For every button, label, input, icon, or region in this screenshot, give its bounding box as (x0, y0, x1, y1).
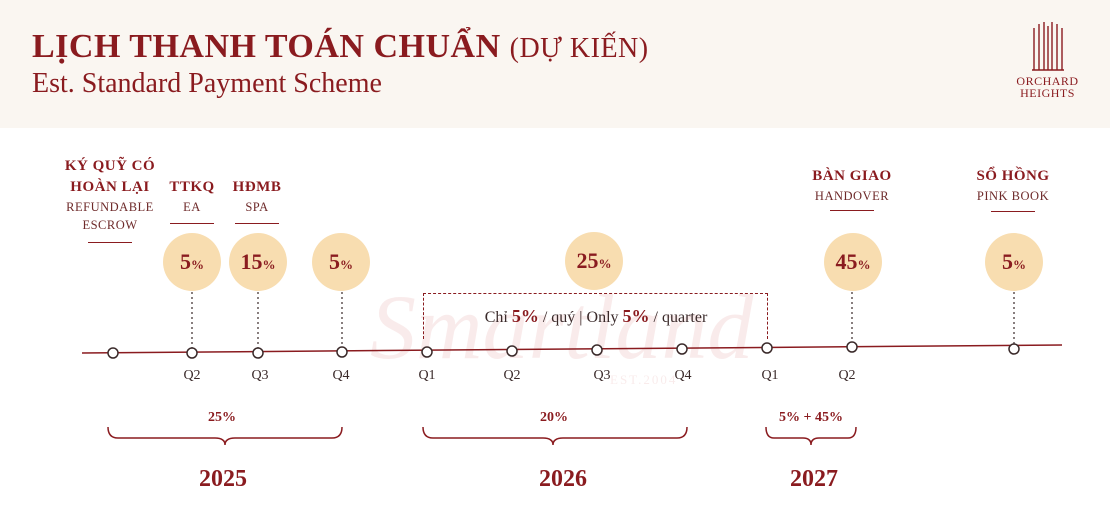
quarter-label: Q3 (251, 368, 269, 383)
payment-bubble-2026: 25% (565, 232, 623, 290)
quarterly-note-pct2: 5% (622, 306, 650, 326)
timeline-node-q4-2026 (676, 343, 688, 355)
quarterly-note-suffix: / quarter (649, 309, 708, 326)
timeline-node-q1-2027 (761, 342, 773, 354)
payment-unit: % (191, 257, 204, 272)
timeline-node-q2-2025 (186, 347, 198, 359)
title-suffix: (DỰ KIẾN) (509, 33, 649, 64)
quarterly-note-prefix: Chỉ (484, 309, 512, 326)
milestone-spa-sub: SPA (245, 200, 269, 214)
brace-2027 (765, 426, 857, 446)
payment-value: 45 (835, 249, 858, 274)
year-total-2026: 20% (540, 410, 568, 425)
brand-logo: ORCHARD HEIGHTS (1010, 22, 1085, 99)
brand-name-line1: ORCHARD (1016, 74, 1079, 88)
quarter-label: Q1 (761, 368, 779, 383)
milestone-ea: TTKQ EA (169, 177, 214, 216)
milestone-handover-rule (830, 210, 874, 211)
timeline-axis (81, 344, 1063, 354)
quarter-label: Q3 (593, 368, 611, 383)
year-total-2027: 5% + 45% (779, 410, 843, 425)
year-label-2025: 2025 (199, 466, 247, 492)
timeline-node-escrow (107, 347, 119, 359)
quarterly-note: Chỉ 5% / quý | Only 5% / quarter (423, 306, 769, 327)
year-label-2027: 2027 (790, 466, 838, 492)
milestone-escrow: KÝ QUỸ CÓ HOÀN LẠI REFUNDABLE ESCROW (65, 156, 155, 234)
payment-unit: % (598, 256, 612, 271)
payment-unit: % (340, 257, 353, 272)
milestone-escrow-title-1: KÝ QUỸ CÓ (64, 158, 156, 174)
milestone-pinkbook: SỔ HỒNG PINK BOOK (976, 166, 1049, 205)
quarter-label: Q4 (674, 368, 692, 383)
milestone-handover-sub: HANDOVER (814, 189, 890, 203)
timeline-node-q2-2027 (846, 341, 858, 353)
year-label-2026: 2026 (539, 466, 587, 492)
payment-unit: % (857, 257, 871, 272)
milestone-escrow-title-2: HOÀN LẠI (70, 179, 150, 195)
payment-bubble-handover: 45% (824, 233, 882, 291)
quarter-label: Q1 (418, 368, 436, 383)
milestone-spa-rule (235, 223, 279, 224)
milestone-ea-rule (170, 223, 214, 224)
quarter-label: Q4 (332, 368, 350, 383)
brand-name-line2: HEIGHTS (1020, 86, 1075, 100)
page-title: LỊCH THANH TOÁN CHUẨN (DỰ KIẾN) (32, 28, 649, 66)
milestone-pinkbook-sub: PINK BOOK (976, 189, 1050, 203)
brace-2026 (422, 426, 688, 446)
quarter-label: Q2 (183, 368, 201, 383)
timeline-node-q2-2026 (506, 345, 518, 357)
milestone-pinkbook-rule (991, 211, 1035, 212)
milestone-spa: HĐMB SPA (233, 177, 282, 216)
payment-value: 5 (180, 249, 191, 274)
quarterly-note-pct1: 5% (511, 306, 539, 326)
milestone-ea-title: TTKQ (169, 179, 215, 195)
page-subtitle: Est. Standard Payment Scheme (32, 68, 382, 99)
year-total-2025: 25% (208, 410, 236, 425)
payment-bubble-q4-2025: 5% (312, 233, 370, 291)
payment-value: 5 (1002, 249, 1013, 274)
brace-2025 (107, 426, 343, 446)
milestone-handover-title: BÀN GIAO (812, 168, 892, 184)
milestone-escrow-sub-1: REFUNDABLE (66, 200, 154, 214)
payment-bubble-pinkbook: 5% (985, 233, 1043, 291)
timeline-node-pinkbook (1008, 343, 1020, 355)
milestone-spa-title: HĐMB (232, 179, 282, 195)
quarterly-note-middle: / quý | Only (538, 309, 623, 326)
payment-bubble-spa: 15% (229, 233, 287, 291)
orchard-heights-logo-icon (1031, 22, 1064, 71)
payment-unit: % (262, 257, 276, 272)
quarterly-box (423, 293, 768, 339)
quarter-label: Q2 (503, 368, 521, 383)
timeline-node-q3-2026 (591, 344, 603, 356)
milestone-escrow-rule (88, 242, 132, 243)
milestone-handover: BÀN GIAO HANDOVER (812, 166, 891, 205)
quarter-label: Q2 (838, 368, 856, 383)
payment-bubble-ea: 5% (163, 233, 221, 291)
payment-value: 5 (329, 249, 340, 274)
header-band (0, 0, 1110, 128)
milestone-pinkbook-title: SỔ HỒNG (976, 168, 1050, 184)
payment-value: 25 (576, 248, 599, 273)
payment-value: 15 (240, 249, 263, 274)
timeline-node-q3-2025 (252, 347, 264, 359)
title-text: LỊCH THANH TOÁN CHUẨN (32, 28, 501, 65)
payment-unit: % (1013, 257, 1026, 272)
timeline-node-q4-2025 (336, 346, 348, 358)
milestone-escrow-sub-2: ESCROW (82, 218, 138, 232)
milestone-ea-sub: EA (183, 200, 201, 214)
timeline-node-q1-2026 (421, 346, 433, 358)
